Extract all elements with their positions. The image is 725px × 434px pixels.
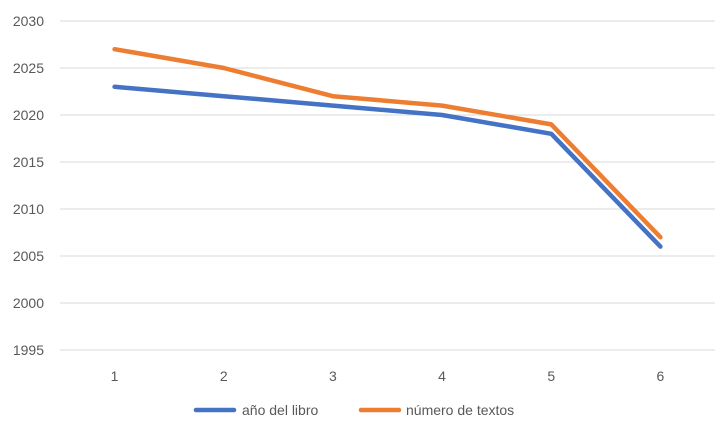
y-axis-ticks: 1995 2000 2005 2010 2015 2020 2025 2030 — [13, 13, 44, 358]
legend: año del libro número de textos — [193, 402, 514, 418]
legend-label-2: número de textos — [406, 402, 514, 418]
x-tick-label: 1 — [111, 368, 119, 384]
y-tick-label: 2005 — [13, 248, 44, 264]
series-line-1 — [112, 84, 663, 249]
series-lines — [112, 46, 663, 249]
x-tick-label: 2 — [220, 368, 228, 384]
y-tick-label: 1995 — [13, 342, 44, 358]
legend-label-1: año del libro — [242, 402, 318, 418]
x-tick-label: 4 — [438, 368, 446, 384]
x-tick-label: 3 — [329, 368, 337, 384]
y-tick-label: 2025 — [13, 60, 44, 76]
y-tick-label: 2020 — [13, 107, 44, 123]
gridlines — [60, 20, 715, 351]
y-tick-label: 2000 — [13, 295, 44, 311]
x-axis-ticks: 1 2 3 4 5 6 — [111, 368, 665, 384]
y-tick-label: 2030 — [13, 13, 44, 29]
series-line-2 — [112, 46, 663, 240]
x-tick-label: 6 — [657, 368, 665, 384]
y-tick-label: 2015 — [13, 154, 44, 170]
x-tick-label: 5 — [547, 368, 555, 384]
y-tick-label: 2010 — [13, 201, 44, 217]
